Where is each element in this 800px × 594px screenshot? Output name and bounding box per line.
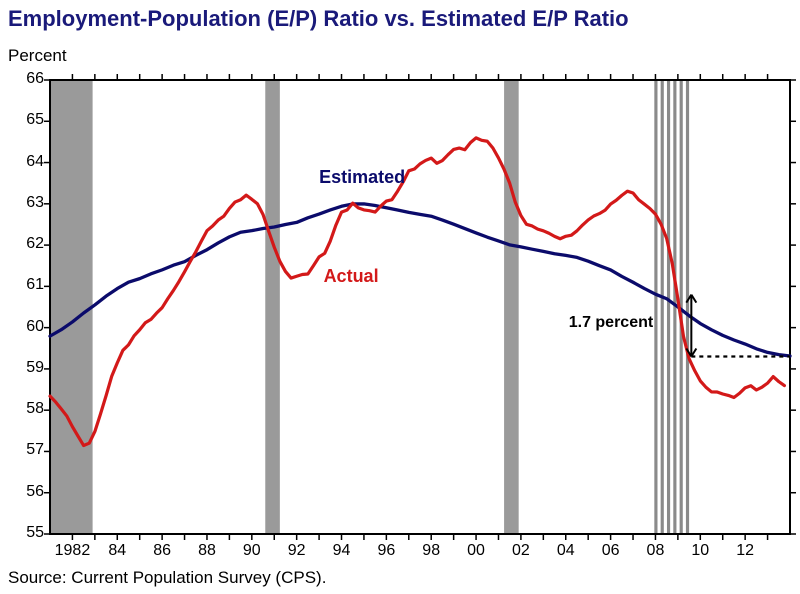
plot-area: 555657585960616263646566 198284868890929…	[50, 80, 790, 534]
recession-band	[504, 80, 519, 534]
source-text: Source: Current Population Survey (CPS).	[8, 568, 326, 588]
y-tick-label: 65	[18, 111, 44, 129]
y-tick-label: 66	[18, 70, 44, 88]
y-tick-label: 62	[18, 235, 44, 253]
series-label-actual: Actual	[324, 266, 379, 287]
y-tick-label: 60	[18, 318, 44, 336]
figure: Employment-Population (E/P) Ratio vs. Es…	[0, 0, 800, 594]
x-tick-label: 92	[277, 542, 317, 560]
recession-band	[50, 80, 93, 534]
x-tick-label: 08	[635, 542, 675, 560]
recession-band-hatched	[654, 80, 689, 534]
callout-text: 1.7 percent	[543, 314, 653, 332]
x-tick-label: 86	[142, 542, 182, 560]
y-tick-label: 63	[18, 194, 44, 212]
recession-bands	[50, 80, 689, 534]
x-tick-label: 84	[97, 542, 137, 560]
x-tick-label: 10	[680, 542, 720, 560]
x-tick-label: 1982	[52, 542, 92, 560]
x-tick-label: 88	[187, 542, 227, 560]
recession-band	[265, 80, 280, 534]
x-tick-label: 12	[725, 542, 765, 560]
y-tick-label: 55	[18, 524, 44, 542]
x-tick-label: 02	[501, 542, 541, 560]
y-tick-label: 61	[18, 276, 44, 294]
series-estimated	[50, 204, 790, 356]
y-tick-label: 64	[18, 153, 44, 171]
x-tick-label: 90	[232, 542, 272, 560]
chart-svg	[50, 80, 790, 534]
y-axis-unit-label: Percent	[8, 46, 67, 66]
x-tick-label: 06	[591, 542, 631, 560]
x-tick-label: 94	[322, 542, 362, 560]
series-label-estimated: Estimated	[319, 167, 405, 188]
y-tick-label: 58	[18, 400, 44, 418]
y-tick-label: 57	[18, 441, 44, 459]
x-tick-label: 96	[366, 542, 406, 560]
y-tick-label: 56	[18, 483, 44, 501]
y-tick-label: 59	[18, 359, 44, 377]
chart-title: Employment-Population (E/P) Ratio vs. Es…	[8, 6, 629, 32]
x-tick-label: 00	[456, 542, 496, 560]
x-tick-label: 98	[411, 542, 451, 560]
x-tick-label: 04	[546, 542, 586, 560]
